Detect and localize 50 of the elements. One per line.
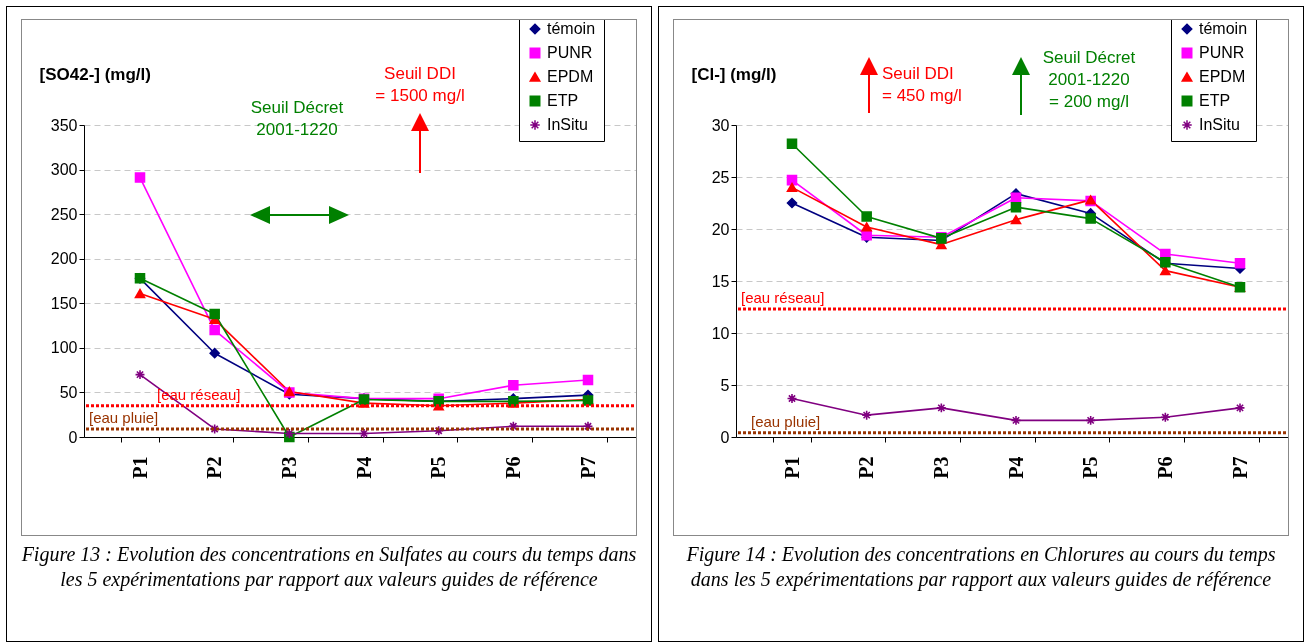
x-tick-label: P5 — [1079, 456, 1102, 479]
text: Seuil DDI = 450 mg/l — [882, 63, 962, 107]
caption: Figure 14 : Evolution des concentrations en Chlorures au cours du temps dans les 5 expérimentations par rapport aux valeurs guides de référence — [685, 542, 1277, 592]
y-tick-label: 150 — [50, 294, 78, 312]
annotation: Seuil Décret 2001-1220 — [250, 98, 344, 139]
caption: Figure 13 : Evolution des concentrations en Sulfates au cours du temps dans les 5 expérimentations par rapport aux valeurs guides de référence — [20, 542, 638, 592]
legend-label: témoin — [547, 20, 596, 37]
x-tick-label: P1 — [128, 456, 151, 479]
legend-label: EPDM — [547, 68, 594, 85]
x-tick-label: P2 — [203, 456, 226, 479]
x-tick-label: P7 — [1228, 456, 1251, 479]
y-axis-title: [SO42-] (mg/l) — [39, 64, 151, 84]
y-tick-label: 50 — [59, 383, 78, 401]
x-tick-label: P2 — [855, 456, 878, 479]
y-tick-label: 5 — [720, 376, 730, 394]
x-tick-label: P3 — [277, 456, 300, 479]
legend-label: InSitu — [547, 116, 588, 133]
text: Seuil DDI = 1500 mg/l — [375, 64, 465, 105]
legend-label: témoin — [1199, 20, 1248, 37]
x-tick-label: P4 — [352, 456, 375, 479]
legend-label: InSitu — [1199, 116, 1240, 133]
x-tick-label: P7 — [576, 456, 599, 479]
legend-label: ETP — [1199, 92, 1231, 109]
y-tick-label: 10 — [711, 324, 730, 342]
y-tick-label: 30 — [711, 116, 730, 134]
ref-line-label: [eau réseau] — [741, 289, 825, 307]
x-tick-label: P4 — [1004, 456, 1027, 479]
legend-label: EPDM — [1199, 68, 1246, 85]
ref-line-label: [eau pluie] — [89, 408, 159, 426]
y-tick-label: 15 — [711, 272, 730, 290]
text: Seuil Décret 2001-1220 = 200 mg/l — [1041, 47, 1137, 113]
x-tick-label: P5 — [427, 456, 450, 479]
y-tick-label: 350 — [50, 116, 78, 134]
legend-label: PUNR — [1199, 44, 1245, 61]
legend-label: ETP — [547, 92, 579, 109]
y-tick-label: 300 — [50, 161, 78, 179]
x-tick-label: P6 — [1153, 456, 1176, 479]
legend-label: PUNR — [547, 44, 593, 61]
y-axis-title: [Cl-] (mg/l) — [691, 64, 777, 84]
y-tick-label: 0 — [68, 428, 78, 446]
y-tick-label: 20 — [711, 220, 730, 238]
x-tick-label: P3 — [929, 456, 952, 479]
y-tick-label: 100 — [50, 339, 78, 357]
y-tick-label: 25 — [711, 168, 730, 186]
y-tick-label: 0 — [720, 428, 730, 446]
x-tick-label: P1 — [780, 456, 803, 479]
ref-line-label: [eau pluie] — [751, 412, 821, 430]
x-tick-label: P6 — [501, 456, 524, 479]
y-tick-label: 200 — [50, 250, 78, 268]
y-tick-label: 250 — [50, 205, 78, 223]
